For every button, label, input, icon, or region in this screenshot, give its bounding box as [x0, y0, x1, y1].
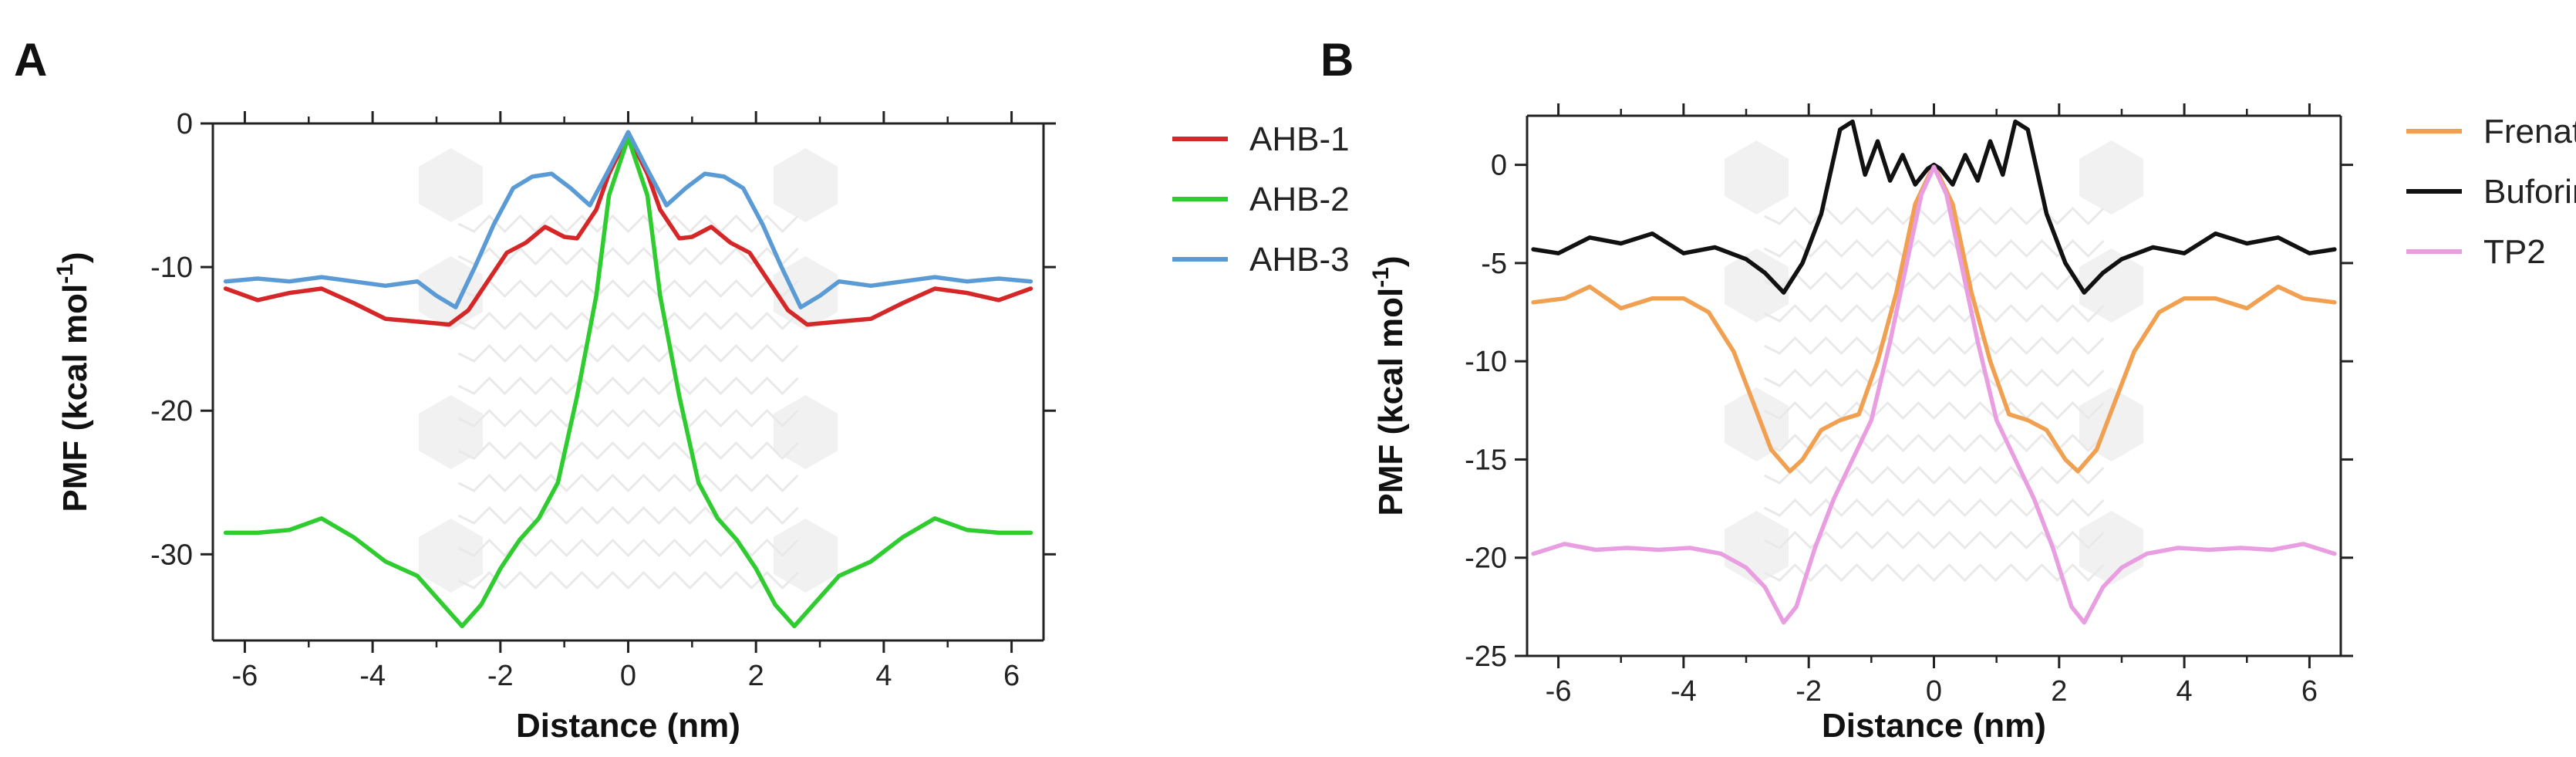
x-tick-label: 6: [2301, 675, 2318, 708]
x-tick-label: 6: [1003, 660, 1020, 692]
panel-a-ylabel-main: PMF (kcal mol: [56, 284, 94, 512]
panel-b-xlabel: Distance (nm): [1822, 707, 2046, 745]
x-tick-label: -4: [1671, 675, 1697, 708]
membrane-lipid-tail: [457, 505, 799, 526]
membrane-headgroup: [418, 519, 484, 593]
series-line-buforin-ii: [1531, 119, 2337, 295]
membrane-headgroup: [1724, 140, 1789, 215]
panel-b-label: B: [1320, 34, 1354, 86]
membrane-lipid-tail: [457, 376, 799, 396]
y-tick-label: -15: [1465, 444, 1507, 476]
panel-b-ylabel-close: ): [1372, 255, 1410, 267]
panel-a-ylabel: PMF (kcal mol-1): [52, 252, 94, 512]
x-tick-label: 0: [1926, 675, 1942, 708]
membrane-headgroup: [1724, 387, 1789, 461]
membrane-lipid-tail: [457, 570, 799, 590]
legend-label: AHB-3: [1249, 241, 1350, 279]
membrane-lipid-tail: [1763, 206, 2105, 226]
membrane-headgroup: [2079, 248, 2144, 323]
membrane-lipid-tail: [457, 246, 799, 266]
y-tick-label: 0: [177, 108, 193, 140]
panel-a-xlabel: Distance (nm): [516, 707, 740, 745]
membrane-headgroup: [1724, 248, 1789, 323]
x-tick-label: -4: [359, 660, 386, 692]
panel-b-ylabel-sup: -1: [1368, 267, 1394, 288]
membrane-lipid-tail: [1763, 271, 2105, 291]
panel-b: B -6 -4 -2 0 2 4 60-5-10-15-20-25 Distance (nm…: [1320, 34, 2576, 745]
y-tick-label: -5: [1481, 248, 1507, 280]
panel-b-series: [1531, 119, 2337, 625]
legend-label: TP2: [2483, 233, 2546, 271]
panel-b-legend: Frenatin 2.3S Buforin II TP2: [2406, 113, 2576, 271]
membrane-lipid-tail: [457, 279, 799, 299]
membrane-lipid-tail: [1763, 336, 2105, 356]
y-tick-label: -25: [1465, 640, 1507, 673]
x-tick-label: 0: [620, 660, 636, 692]
panel-a-axes: [211, 122, 1045, 642]
legend-label: AHB-2: [1249, 181, 1350, 218]
x-tick-label: -6: [232, 660, 258, 692]
legend-label: Frenatin 2.3S: [2483, 113, 2576, 150]
panel-a-ylabel-sup: -1: [52, 263, 78, 284]
membrane-lipid-tail: [457, 473, 799, 493]
membrane-headgroup: [773, 519, 838, 593]
y-tick-label: -30: [150, 539, 193, 571]
legend-label: AHB-1: [1249, 120, 1350, 158]
membrane-lipid-tail: [1763, 400, 2105, 421]
panel-a-series: [223, 130, 1033, 629]
x-tick-label: -2: [1795, 675, 1822, 708]
series-line-ahb-3: [223, 130, 1033, 309]
y-tick-label: -20: [1465, 542, 1507, 575]
x-tick-label: 2: [748, 660, 764, 692]
membrane-lipid-tail: [457, 311, 799, 331]
panel-b-ylabel: PMF (kcal mol-1): [1368, 255, 1410, 515]
series-line-tp2: [1531, 164, 2337, 625]
panel-b-ticks: -6 -4 -2 0 2 4 60-5-10-15-20-25: [1465, 103, 2353, 708]
membrane-lipid-tail: [457, 408, 799, 428]
panel-a-ticks: -6 -4 -2 0 2 4 60-10-20-30: [150, 108, 1056, 692]
membrane-lipid-tail: [457, 441, 799, 461]
membrane-lipid-tail: [457, 343, 799, 363]
x-tick-label: -6: [1546, 675, 1572, 708]
membrane-lipid-tail: [1763, 303, 2105, 323]
membrane-lipid-tail: [1763, 465, 2105, 485]
panel-a-ylabel-close: ): [56, 252, 94, 263]
membrane-headgroup: [773, 148, 838, 222]
membrane-lipid-tail: [1763, 498, 2105, 518]
y-tick-label: 0: [1491, 150, 1507, 182]
membrane-lipid-tail: [457, 214, 799, 234]
membrane-headgroup: [418, 395, 484, 469]
series-line-frenatin-2-3s: [1531, 162, 2337, 474]
legend-label: Buforin II: [2483, 173, 2576, 211]
x-tick-label: 2: [2051, 675, 2067, 708]
panel-a: A -6 -4 -2 0 2 4 60-10-20-30 Distance (nm) PMF…: [14, 34, 1350, 745]
y-tick-label: -20: [150, 395, 193, 428]
membrane-lipid-tail: [1763, 238, 2105, 259]
membrane-lipid-tail: [1763, 563, 2105, 583]
panel-a-label: A: [14, 34, 47, 86]
x-tick-label: 4: [875, 660, 892, 692]
series-line-ahb-2: [223, 135, 1033, 629]
panel-b-ylabel-main: PMF (kcal mol: [1372, 288, 1410, 516]
membrane-lipid-tail: [1763, 433, 2105, 453]
panel-b-membrane-illustration: [1724, 140, 2144, 585]
panel-a-legend: AHB-1 AHB-2 AHB-3: [1172, 120, 1350, 279]
x-tick-label: 4: [2176, 675, 2193, 708]
membrane-lipid-tail: [1763, 368, 2105, 388]
y-tick-label: -10: [1465, 346, 1507, 378]
membrane-headgroup: [2079, 140, 2144, 215]
x-tick-label: -2: [487, 660, 514, 692]
membrane-headgroup: [418, 148, 484, 222]
y-tick-label: -10: [150, 252, 193, 284]
panel-a-membrane-illustration: [418, 148, 838, 593]
